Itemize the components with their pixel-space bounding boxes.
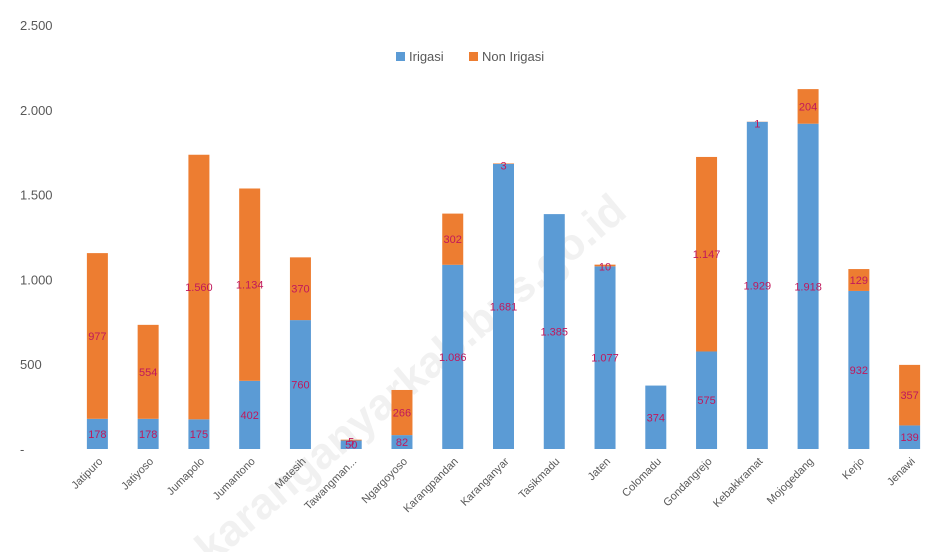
bar-irigasi: [340, 440, 362, 449]
bar-irigasi: [442, 264, 464, 449]
legend-label-non-irigasi: Non Irigasi: [482, 49, 544, 64]
bar-irigasi: [493, 163, 514, 449]
data-label: 178: [88, 429, 106, 441]
x-tick-label: Karanganyar: [459, 455, 512, 508]
bar-irigasi: [645, 385, 667, 449]
data-label: 10: [599, 262, 611, 274]
bar-non-irigasi: [493, 163, 514, 164]
data-labels-group: 178 977 178 554 175 1.560 402 1.134 760 370 505 82 2…: [88, 101, 919, 451]
data-label: 129: [850, 275, 868, 287]
x-tick-label: Jumapolo: [165, 456, 207, 498]
y-tick-label: 2.000: [20, 103, 53, 118]
bar-non-irigasi: [137, 324, 159, 419]
legend: Irigasi Non Irigasi: [396, 49, 544, 64]
y-tick-label: 2.500: [20, 18, 53, 33]
data-label: 575: [697, 395, 715, 407]
y-tick-label: -: [20, 442, 24, 457]
data-label: 266: [393, 408, 411, 420]
bar-irigasi: [848, 290, 870, 449]
bar-irigasi: [391, 435, 413, 449]
y-tick-label: 500: [20, 357, 42, 372]
data-label: 302: [444, 234, 462, 246]
data-label: 1.147: [693, 249, 721, 261]
bar-non-irigasi: [391, 389, 413, 436]
data-label: 402: [240, 410, 258, 422]
legend-label-irigasi: Irigasi: [409, 49, 444, 64]
data-label: 1.681: [490, 301, 518, 313]
bar-non-irigasi: [289, 257, 311, 321]
data-label: 204: [799, 101, 817, 113]
bar-irigasi: [746, 121, 768, 449]
bar-non-irigasi: [594, 264, 616, 267]
data-label: 139: [900, 432, 918, 444]
x-tick-label: Jatiyoso: [119, 456, 156, 493]
bar-non-irigasi: [340, 439, 362, 441]
data-label: 178: [139, 429, 157, 441]
bar-non-irigasi: [696, 156, 718, 352]
x-tick-label: Mojogedang: [765, 456, 816, 507]
bar-non-irigasi: [188, 154, 210, 420]
bar-irigasi: [594, 266, 616, 449]
x-tick-label: Jatipuro: [69, 456, 105, 492]
x-tick-label: Ngargoyoso: [360, 456, 410, 506]
data-label: 50: [345, 440, 357, 452]
data-label: 374: [647, 412, 665, 424]
data-label: 932: [850, 365, 868, 377]
x-tick-label: Tasikmadu: [517, 456, 563, 502]
data-label: 1.560: [185, 282, 213, 294]
bar-irigasi: [289, 320, 311, 449]
bar-irigasi: [137, 418, 159, 449]
x-tick-label: Jaten: [586, 456, 614, 484]
y-axis: - 500 1.000 1.500 2.000 2.500: [20, 18, 53, 457]
data-label: 1.134: [236, 280, 264, 292]
bar-irigasi: [899, 425, 921, 449]
data-label: 1.918: [794, 281, 822, 293]
bar-irigasi: [797, 123, 819, 449]
bar-non-irigasi: [86, 253, 108, 419]
legend-swatch-irigasi: [396, 52, 405, 61]
bar-irigasi: [696, 351, 718, 449]
y-tick-label: 1.500: [20, 188, 53, 203]
x-tick-label: Jenawi: [885, 456, 918, 489]
bar-irigasi: [86, 418, 108, 449]
x-tick-label: Gondangrejo: [661, 456, 714, 509]
x-axis: Jatipuro Jatiyoso Jumapolo Jumantono Matesih…: [69, 455, 917, 515]
x-tick-label: Colomadu: [620, 456, 664, 500]
bar-irigasi: [188, 419, 210, 449]
bar-non-irigasi: [797, 89, 819, 124]
x-tick-label: Karangpandan: [401, 456, 461, 516]
data-label: 3: [500, 160, 506, 172]
data-label: 1.077: [591, 353, 619, 365]
data-label: 1.086: [439, 352, 467, 364]
data-label: 760: [291, 380, 309, 392]
data-label: 5: [348, 437, 354, 449]
bar-irigasi: [239, 380, 261, 449]
data-label: 1: [754, 119, 760, 131]
data-label: 357: [900, 390, 918, 402]
x-tick-label: Kerjo: [840, 456, 867, 483]
bar-irigasi: [543, 214, 565, 449]
bar-non-irigasi: [899, 364, 921, 426]
data-label: 370: [291, 284, 309, 296]
bar-non-irigasi: [239, 188, 261, 381]
y-tick-label: 1.000: [20, 272, 53, 287]
data-label: 1.929: [744, 280, 772, 292]
data-label: 82: [396, 437, 408, 449]
data-label: 1.385: [540, 327, 568, 339]
bar-non-irigasi: [442, 213, 464, 265]
bar-non-irigasi: [848, 269, 870, 291]
data-label: 175: [190, 429, 208, 441]
bars-group: [86, 89, 921, 449]
x-tick-label: Kebakkramat: [711, 456, 765, 510]
legend-swatch-non-irigasi: [469, 52, 478, 61]
data-label: 554: [139, 367, 157, 379]
data-label: 977: [88, 331, 106, 343]
